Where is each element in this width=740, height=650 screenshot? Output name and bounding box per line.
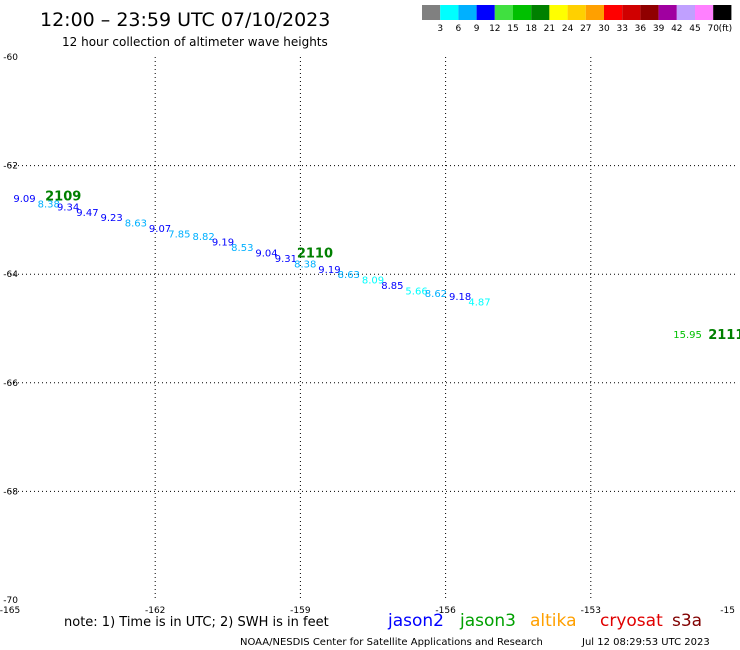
legend-swatch	[676, 5, 695, 20]
map-subtitle: 12 hour collection of altimeter wave hei…	[62, 35, 328, 49]
y-tick-label: -68	[3, 487, 18, 497]
legend-label: 9	[474, 24, 480, 34]
latitude-ticks: -60 -62 -64 -66 -68 -70	[3, 53, 18, 606]
legend-label: 6	[456, 24, 462, 34]
legend-unit: (ft)	[719, 24, 733, 34]
swh-value: 8.85	[381, 281, 403, 292]
legend-swatch	[476, 5, 495, 20]
legend-swatch	[458, 5, 477, 20]
legend-swatch	[440, 5, 459, 20]
legend-label: 70	[707, 24, 719, 34]
pass-number: 2111	[708, 328, 740, 343]
satellite-altika: altika	[530, 611, 577, 631]
swh-value: 8.53	[231, 243, 253, 254]
legend-swatch	[695, 5, 714, 20]
pass-number: 2110	[297, 246, 333, 261]
legend-swatch	[640, 5, 659, 20]
swh-value: 8.63	[125, 219, 147, 230]
satellite-jason2: jason2	[387, 611, 444, 631]
map-grid	[10, 57, 736, 600]
legend-label: 27	[580, 24, 591, 34]
legend-label: 33	[616, 24, 627, 34]
swh-value: 8.38	[294, 259, 316, 270]
map-title: 12:00 – 23:59 UTC 07/10/2023	[40, 9, 330, 31]
swh-value: 4.87	[468, 297, 490, 308]
satellite-cryosat: cryosat	[600, 611, 663, 631]
swh-value: 8.38	[38, 200, 60, 211]
swh-color-legend: 3 6 9 12 15 18 21 24 27 30 33 36 39 42 45 70 (ft)	[422, 5, 732, 34]
legend-label: 3	[437, 24, 443, 34]
swh-value: 15.95	[673, 330, 702, 341]
legend-swatch	[604, 5, 623, 20]
legend-label: 21	[544, 24, 555, 34]
y-tick-label: -62	[3, 162, 18, 172]
legend-label: 15	[507, 24, 518, 34]
swh-value: 9.07	[149, 224, 171, 235]
satellite-s3a: s3a	[672, 611, 702, 631]
x-tick-label: -15	[720, 606, 735, 616]
legend-label: 42	[671, 24, 682, 34]
satellite-jason3: jason3	[459, 611, 516, 631]
legend-label: 45	[689, 24, 700, 34]
longitude-ticks: -165 -162 -159 -156 -153 -15	[0, 606, 735, 616]
credit-text: NOAA/NESDIS Center for Satellite Applica…	[240, 637, 543, 648]
legend-label: 30	[598, 24, 610, 34]
y-tick-label: -70	[3, 596, 18, 606]
swh-value: 9.09	[13, 194, 35, 205]
swh-value: 8.63	[338, 270, 360, 281]
swh-value: 9.18	[449, 292, 471, 303]
satellite-legend: jason2 jason3 altika cryosat s3a	[387, 611, 702, 631]
swh-value: 9.19	[318, 265, 340, 276]
legend-swatch	[513, 5, 532, 20]
swh-value: 8.09	[362, 276, 384, 287]
x-tick-label: -162	[145, 606, 165, 616]
footer-note: note: 1) Time is in UTC; 2) SWH is in fe…	[64, 615, 329, 630]
swh-value: 5.66	[405, 286, 427, 297]
x-tick-label: -153	[581, 606, 601, 616]
swh-observations: 9.09 8.389.349.47 9.23 8.63 9.077.85 8.829.19…	[13, 194, 702, 341]
x-tick-label: -156	[435, 606, 456, 616]
x-tick-label: -165	[0, 606, 20, 616]
legend-label: 39	[653, 24, 665, 34]
legend-label: 18	[525, 24, 537, 34]
legend-swatch	[658, 5, 677, 20]
legend-swatch	[531, 5, 550, 20]
legend-swatch	[713, 5, 732, 20]
swh-value: 7.85	[168, 229, 190, 240]
swh-value: 9.31	[275, 254, 297, 265]
swh-value: 9.34	[57, 202, 79, 213]
swh-value: 9.47	[76, 208, 98, 219]
pass-numbers: 2109 2110 2111	[45, 189, 740, 342]
y-tick-label: -64	[3, 270, 18, 280]
legend-swatch	[622, 5, 641, 20]
swh-value: 9.19	[212, 238, 234, 249]
legend-swatch	[567, 5, 586, 20]
pass-number: 2109	[45, 189, 81, 204]
x-tick-label: -159	[290, 606, 311, 616]
timestamp-text: Jul 12 08:29:53 UTC 2023	[581, 637, 710, 648]
y-tick-label: -66	[3, 379, 18, 389]
legend-swatch	[585, 5, 604, 20]
legend-label: 12	[489, 24, 500, 34]
legend-swatch	[549, 5, 568, 20]
swh-value: 8.82	[192, 232, 214, 243]
swh-value: 9.04	[255, 248, 277, 259]
swh-value: 8.62	[425, 289, 447, 300]
legend-label: 24	[562, 24, 574, 34]
legend-swatch	[422, 5, 441, 20]
swh-value: 9.23	[101, 213, 123, 224]
y-tick-label: -60	[3, 53, 18, 63]
legend-label: 36	[635, 24, 647, 34]
legend-swatch	[494, 5, 513, 20]
